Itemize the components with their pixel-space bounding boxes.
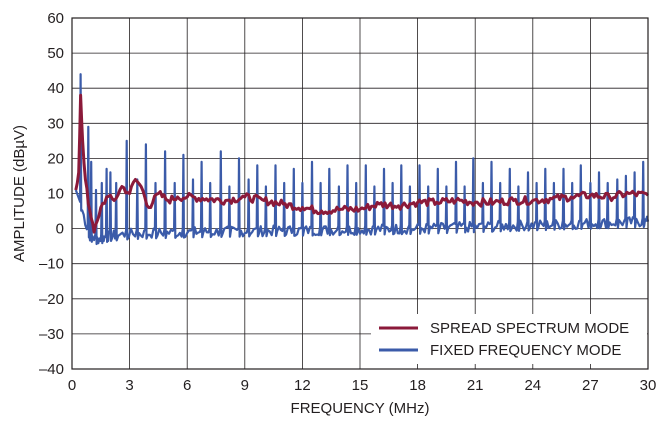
y-tick-label: –10 (39, 256, 64, 273)
y-tick-label: 40 (47, 80, 64, 97)
series-layer (74, 73, 650, 246)
y-tick-label: –40 (39, 361, 64, 378)
x-tick-label: 21 (467, 377, 484, 394)
x-tick-label: 9 (241, 377, 249, 394)
x-tick-label: 0 (68, 377, 76, 394)
y-tick-labels: 60 50 40 30 20 10 0 –10 –20 –30 –40 (39, 10, 64, 378)
x-tick-label: 12 (294, 377, 311, 394)
x-axis-label: FREQUENCY (MHz) (291, 400, 430, 417)
y-tick-label: 50 (47, 45, 64, 62)
y-tick-label: 20 (47, 150, 64, 167)
x-tick-label: 27 (582, 377, 599, 394)
x-tick-label: 18 (409, 377, 426, 394)
series-line-fixed-frequency (74, 73, 650, 246)
y-tick-label: 60 (47, 10, 64, 27)
x-tick-label: 3 (125, 377, 133, 394)
y-tick-label: 30 (47, 115, 64, 132)
x-tick-label: 15 (352, 377, 369, 394)
legend-label-fixed-frequency: FIXED FREQUENCY MODE (430, 342, 621, 359)
x-tick-label: 6 (183, 377, 191, 394)
y-axis-label: AMPLITUDE (dBµV) (11, 125, 28, 262)
x-tick-label: 30 (640, 377, 657, 394)
y-tick-label: 10 (47, 186, 64, 203)
y-tick-label: –30 (39, 326, 64, 343)
y-tick-label: 0 (56, 221, 64, 238)
series-line-spread-spectrum (74, 93, 650, 234)
x-tick-label: 24 (524, 377, 541, 394)
legend-label-spread-spectrum: SPREAD SPECTRUM MODE (430, 320, 629, 337)
legend-background (371, 314, 647, 364)
plot-frame (71, 17, 649, 370)
legend: SPREAD SPECTRUM MODE FIXED FREQUENCY MOD… (371, 314, 647, 364)
y-tick-label: –20 (39, 291, 64, 308)
x-tick-labels: 0 3 6 9 12 15 18 21 24 27 30 (68, 377, 657, 394)
